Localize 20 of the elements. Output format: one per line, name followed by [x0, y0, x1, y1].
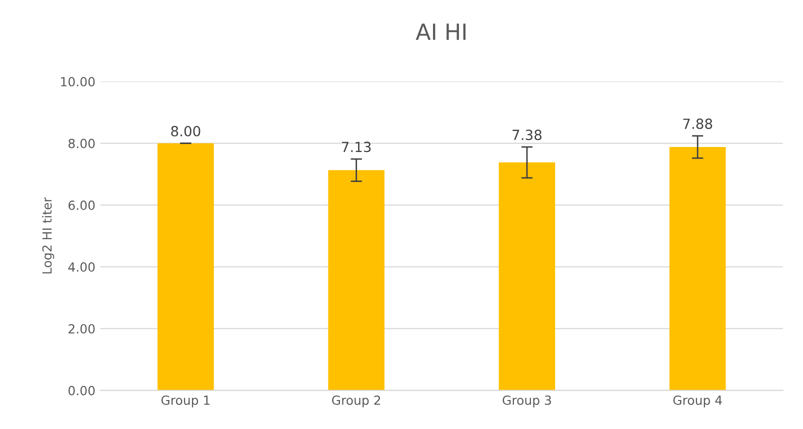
x-tick-label: Group 1: [161, 395, 210, 408]
data-label: 8.00: [171, 126, 200, 136]
y-tick-label: 6.00: [68, 200, 95, 210]
y-axis-title: Log2 HI titer: [42, 197, 54, 274]
data-label: 7.88: [683, 118, 712, 130]
x-tick-label: Group 3: [502, 395, 551, 408]
bar: [669, 146, 726, 390]
bar: [328, 170, 384, 390]
y-tick-label: 4.00: [68, 262, 95, 272]
y-tick-label: 10.00: [61, 76, 95, 86]
bar: [498, 162, 556, 390]
data-label: 7.38: [512, 130, 542, 140]
x-tick-label: Group 2: [332, 395, 380, 408]
bar: [158, 143, 214, 390]
x-tick-label: Group 4: [673, 395, 722, 408]
y-tick-label: 8.00: [68, 138, 95, 148]
chart-title: AI HI: [416, 24, 466, 40]
data-label: 7.13: [342, 142, 371, 152]
y-tick-label: 2.00: [68, 324, 95, 334]
y-tick-label: 0.00: [68, 386, 95, 396]
